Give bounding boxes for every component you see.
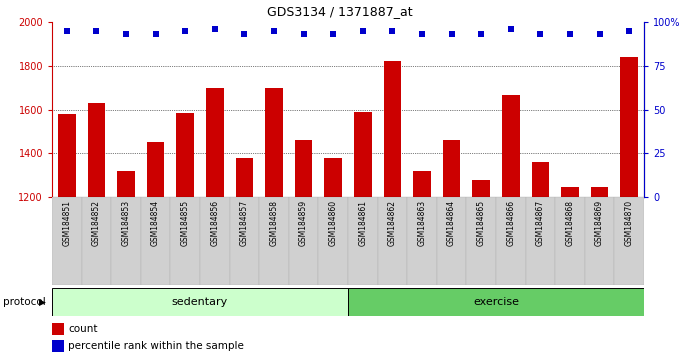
Point	[269, 28, 279, 34]
Text: GSM184865: GSM184865	[477, 200, 486, 246]
Point	[624, 28, 634, 34]
Point	[358, 28, 369, 34]
Bar	[354, 112, 372, 197]
Bar	[176, 113, 194, 197]
Bar	[259, 197, 289, 285]
Point	[209, 26, 220, 32]
Bar	[265, 88, 283, 197]
Bar	[561, 187, 579, 197]
Bar	[585, 197, 615, 285]
Text: GSM184864: GSM184864	[447, 200, 456, 246]
Bar	[52, 197, 82, 285]
Bar	[443, 140, 460, 197]
Bar	[620, 57, 638, 197]
Text: GDS3134 / 1371887_at: GDS3134 / 1371887_at	[267, 5, 413, 18]
Bar	[384, 61, 401, 197]
Text: GSM184854: GSM184854	[151, 200, 160, 246]
Text: GSM184859: GSM184859	[299, 200, 308, 246]
Point	[180, 28, 190, 34]
Text: GSM184855: GSM184855	[181, 200, 190, 246]
Bar	[348, 288, 644, 316]
Bar	[407, 197, 437, 285]
Text: GSM184856: GSM184856	[210, 200, 219, 246]
Bar	[58, 114, 75, 197]
Text: exercise: exercise	[473, 297, 519, 307]
Bar	[348, 197, 377, 285]
Text: GSM184866: GSM184866	[507, 200, 515, 246]
Text: GSM184857: GSM184857	[240, 200, 249, 246]
Point	[91, 28, 102, 34]
Bar	[235, 158, 253, 197]
Point	[505, 26, 516, 32]
Bar	[437, 197, 466, 285]
Point	[61, 28, 72, 34]
Point	[535, 32, 546, 37]
Bar	[526, 197, 555, 285]
Bar	[206, 88, 224, 197]
Point	[298, 32, 309, 37]
Bar	[413, 171, 431, 197]
Text: GSM184869: GSM184869	[595, 200, 604, 246]
Bar	[532, 162, 549, 197]
Point	[150, 32, 161, 37]
Text: GSM184860: GSM184860	[328, 200, 338, 246]
Text: ▶: ▶	[39, 297, 46, 307]
Point	[120, 32, 131, 37]
Bar	[230, 197, 259, 285]
Text: percentile rank within the sample: percentile rank within the sample	[68, 341, 244, 351]
Bar	[112, 197, 141, 285]
Bar	[52, 322, 64, 335]
Bar	[117, 171, 135, 197]
Bar	[555, 197, 585, 285]
Bar	[141, 197, 171, 285]
Bar	[294, 140, 313, 197]
Bar	[377, 197, 407, 285]
Bar	[502, 95, 520, 197]
Text: GSM184858: GSM184858	[269, 200, 279, 246]
Bar	[473, 179, 490, 197]
Bar	[52, 288, 348, 316]
Bar	[82, 197, 112, 285]
Text: GSM184863: GSM184863	[418, 200, 426, 246]
Bar	[88, 103, 105, 197]
Text: GSM184852: GSM184852	[92, 200, 101, 246]
Bar	[147, 142, 165, 197]
Point	[387, 28, 398, 34]
Bar	[591, 187, 609, 197]
Point	[594, 32, 605, 37]
Bar	[496, 197, 526, 285]
Text: protocol: protocol	[3, 297, 46, 307]
Bar	[318, 197, 348, 285]
Text: sedentary: sedentary	[172, 297, 228, 307]
Bar	[52, 340, 64, 352]
Point	[476, 32, 487, 37]
Text: GSM184851: GSM184851	[63, 200, 71, 246]
Bar	[466, 197, 496, 285]
Text: count: count	[68, 324, 98, 334]
Bar	[615, 197, 644, 285]
Text: GSM184867: GSM184867	[536, 200, 545, 246]
Text: GSM184868: GSM184868	[566, 200, 575, 246]
Point	[446, 32, 457, 37]
Text: GSM184870: GSM184870	[625, 200, 634, 246]
Text: GSM184861: GSM184861	[358, 200, 367, 246]
Bar	[171, 197, 200, 285]
Bar	[289, 197, 318, 285]
Bar	[324, 158, 342, 197]
Text: GSM184853: GSM184853	[122, 200, 131, 246]
Bar	[200, 197, 230, 285]
Point	[239, 32, 250, 37]
Point	[564, 32, 575, 37]
Point	[417, 32, 428, 37]
Point	[328, 32, 339, 37]
Text: GSM184862: GSM184862	[388, 200, 397, 246]
